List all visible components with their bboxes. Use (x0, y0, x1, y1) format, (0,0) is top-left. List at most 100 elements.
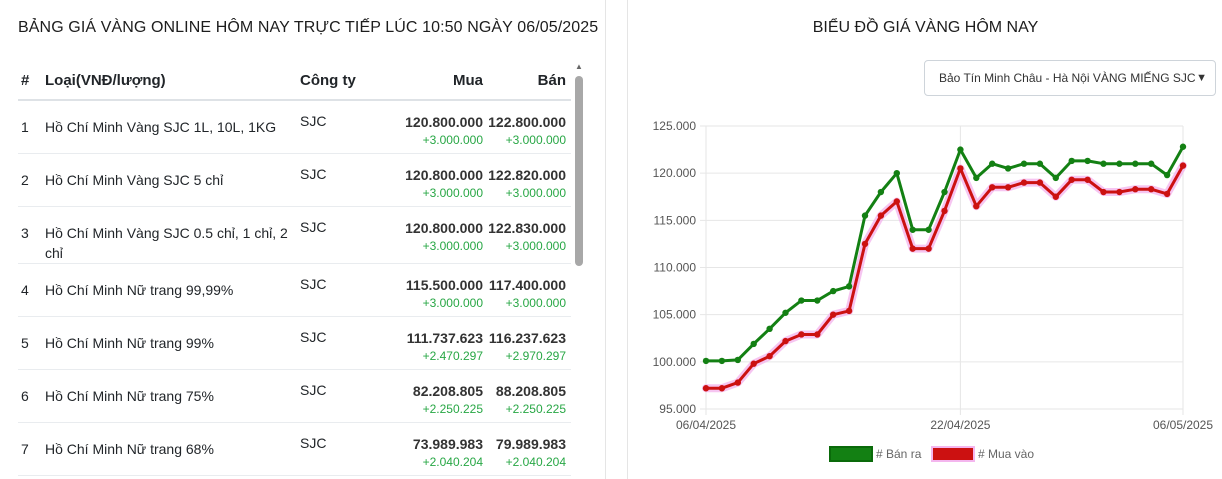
price-table-container: # Loại(VNĐ/lượng) Công ty Mua Bán 1 Hồ Ch… (18, 62, 571, 479)
header-type: Loại(VNĐ/lượng) (45, 62, 300, 101)
series-line (706, 146, 1185, 363)
row-buy-cell: 111.737.623 +2.470.297 (400, 316, 483, 369)
y-tick-label: 95.000 (659, 402, 696, 416)
chevron-down-icon: ▼ (1196, 72, 1207, 84)
row-sell-cell: 122.830.000 +3.000.000 (483, 206, 571, 263)
data-point (973, 202, 980, 210)
x-tick-label: 22/04/2025 (930, 418, 990, 432)
data-point (750, 360, 757, 367)
series-line-highlight (702, 161, 1187, 393)
data-point (1179, 162, 1187, 169)
table-row: 1 Hồ Chí Minh Vàng SJC 1L, 10L, 1KG SJC 120… (18, 100, 571, 153)
y-tick-label: 125.000 (653, 119, 697, 133)
buy-change: +3.000.000 (422, 238, 483, 253)
data-point (734, 356, 741, 364)
row-num: 1 (21, 119, 29, 135)
row-gold-type: Hồ Chí Minh Nữ trang 75% (45, 387, 214, 404)
row-sell-cell: 79.989.983 +2.040.204 (483, 422, 571, 475)
sell-price: 88.208.805 (495, 382, 566, 399)
data-point (1036, 179, 1044, 186)
chart-title: BIỂU ĐỒ GIÁ VÀNG HÔM NAY (812, 19, 1039, 36)
row-gold-type: Hồ Chí Minh Vàng SJC 5 chỉ (45, 171, 224, 188)
buy-change: +3.000.000 (422, 185, 483, 200)
header-buy: Mua (400, 62, 483, 101)
scrollbar-thumb[interactable] (575, 76, 583, 266)
page-title: BẢNG GIÁ VÀNG ONLINE HÔM NAY TRỰC TIẾP L… (18, 19, 599, 36)
row-buy-cell: 73.989.983 +2.040.204 (400, 422, 483, 475)
row-company: SJC (300, 275, 327, 292)
chart-panel: BIỂU ĐỒ GIÁ VÀNG HÔM NAY Bảo Tín Minh Ch… (627, 0, 1222, 479)
buy-change: +3.000.000 (422, 295, 483, 310)
buy-price: 115.500.000 (405, 276, 483, 293)
sell-price: 116.237.623 (488, 329, 566, 346)
row-buy-cell: 115.500.000 +3.000.000 (400, 263, 483, 316)
data-point (909, 226, 916, 233)
data-point (1132, 186, 1139, 193)
row-num: 7 (21, 440, 29, 457)
data-point (718, 357, 726, 365)
buy-change: +2.470.297 (422, 348, 483, 363)
data-point (1148, 160, 1155, 167)
data-point (893, 169, 900, 177)
sell-price: 122.800.000 (488, 114, 566, 130)
data-point (1100, 160, 1107, 167)
data-point (782, 337, 789, 345)
row-gold-type: Hồ Chí Minh Nữ trang 99,99% (45, 281, 234, 298)
row-num: 2 (21, 171, 29, 188)
data-point (798, 297, 805, 304)
table-row: 2 Hồ Chí Minh Vàng SJC 5 chỉ SJC 120.800.00… (18, 153, 571, 206)
row-company: SJC (300, 113, 327, 129)
data-point (941, 188, 948, 196)
data-point (1004, 184, 1012, 191)
row-company: SJC (300, 165, 327, 182)
price-table-panel: BẢNG GIÁ VÀNG ONLINE HÔM NAY TRỰC TIẾP L… (0, 0, 606, 479)
table-header-row: # Loại(VNĐ/lượng) Công ty Mua Bán (18, 62, 571, 101)
row-company: SJC (300, 328, 327, 345)
buy-price: 82.208.805 (412, 382, 483, 399)
data-point (1116, 188, 1123, 196)
row-num: 5 (21, 334, 29, 351)
data-point (1068, 176, 1075, 183)
table-scrollbar[interactable]: ▲ (574, 62, 584, 479)
header-company: Công ty (300, 62, 400, 101)
buy-change: +2.040.204 (422, 454, 483, 469)
data-point (734, 379, 741, 386)
table-row: 5 Hồ Chí Minh Nữ trang 99% SJC 111.737.623 +… (18, 316, 571, 369)
data-point (1004, 165, 1012, 172)
data-point (941, 207, 948, 215)
sell-price: 122.830.000 (488, 219, 566, 236)
row-sell-cell: 117.400.000 +3.000.000 (483, 263, 571, 316)
row-sell-cell: 122.800.000 +3.000.000 (483, 100, 571, 153)
data-point (1116, 160, 1123, 167)
sell-change: +3.000.000 (505, 133, 566, 147)
data-point (1036, 160, 1044, 167)
y-tick-label: 110.000 (654, 261, 697, 275)
data-point (814, 331, 821, 338)
gold-type-select[interactable]: Bảo Tín Minh Châu - Hà Nội VÀNG MIẾNG SJ… (924, 60, 1216, 96)
legend-label: # Bán ra (876, 447, 922, 461)
data-point (782, 309, 789, 316)
gold-type-select-value: Bảo Tín Minh Châu - Hà Nội VÀNG MIẾNG SJ… (939, 71, 1196, 85)
data-point (957, 146, 964, 153)
header-num: # (18, 62, 45, 101)
row-sell-cell: 122.820.000 +3.000.000 (483, 153, 571, 206)
row-buy-cell: 120.800.000 +3.000.000 (400, 100, 483, 153)
data-point (877, 188, 885, 196)
data-point (877, 212, 885, 219)
data-point (1052, 174, 1059, 182)
data-point (1148, 186, 1155, 193)
data-point (861, 212, 869, 219)
data-point (766, 352, 773, 360)
data-point (1163, 171, 1171, 179)
scroll-up-arrow-icon[interactable]: ▲ (575, 62, 583, 71)
data-point (957, 165, 964, 172)
buy-change: +3.000.000 (422, 133, 483, 147)
y-tick-label: 120.000 (653, 166, 697, 180)
legend-swatch (931, 446, 975, 462)
row-sell-cell: 88.208.805 +2.250.225 (483, 369, 571, 422)
data-point (766, 325, 773, 333)
data-point (702, 357, 710, 365)
sell-change: +2.970.297 (505, 348, 566, 363)
legend-swatch (829, 446, 873, 462)
buy-change: +2.250.225 (422, 401, 483, 416)
